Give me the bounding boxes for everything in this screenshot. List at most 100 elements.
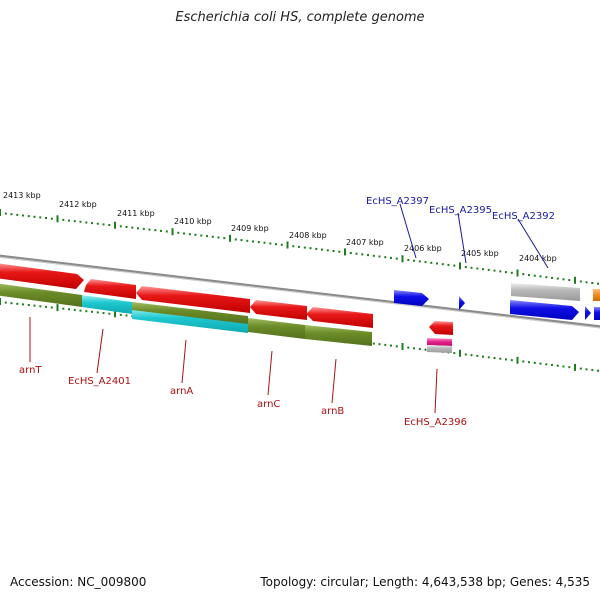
minor-tick bbox=[505, 271, 507, 274]
gene-label[interactable]: EcHS_A2401 bbox=[68, 376, 131, 387]
gene-label[interactable]: arnT bbox=[19, 365, 42, 376]
gene-arrow[interactable] bbox=[459, 296, 465, 310]
minor-tick bbox=[579, 280, 582, 283]
gene-label[interactable]: arnC bbox=[257, 399, 280, 410]
minor-tick bbox=[470, 354, 473, 357]
gene-arrow[interactable] bbox=[429, 321, 453, 335]
gene-arrow[interactable] bbox=[84, 279, 136, 299]
minor-tick bbox=[378, 343, 381, 346]
minor-tick bbox=[493, 269, 496, 272]
minor-tick bbox=[528, 361, 530, 364]
minor-tick bbox=[332, 250, 335, 252]
scale-labels: 2413 kbp 2412 kbp 2411 kbp 2410 kbp 2409… bbox=[3, 191, 557, 263]
minor-tick bbox=[493, 357, 496, 359]
gene-label[interactable]: arnB bbox=[321, 406, 344, 417]
gene-labels: EcHS_A2397 EcHS_A2395 EcHS_A2392 arnT Ec… bbox=[19, 196, 555, 428]
scale-tick-label: 2408 kbp bbox=[289, 231, 327, 240]
minor-tick bbox=[568, 366, 571, 369]
minor-tick bbox=[292, 245, 295, 248]
minor-tick bbox=[252, 240, 254, 243]
minor-tick bbox=[505, 358, 507, 361]
minor-tick bbox=[234, 238, 237, 241]
gene-bar[interactable] bbox=[248, 318, 305, 339]
minor-tick bbox=[125, 226, 128, 228]
scale-tick-label: 2409 kbp bbox=[231, 224, 269, 233]
minor-tick bbox=[211, 235, 214, 238]
scale-tick-label: 2412 kbp bbox=[59, 200, 97, 209]
genome-backbone bbox=[0, 254, 600, 329]
major-tick bbox=[56, 215, 59, 223]
gene-bar[interactable] bbox=[132, 308, 248, 333]
minor-tick bbox=[384, 343, 387, 346]
minor-tick bbox=[390, 344, 392, 347]
minor-tick bbox=[22, 303, 24, 306]
minor-tick bbox=[482, 355, 484, 358]
gene-arrow[interactable] bbox=[136, 286, 250, 313]
gene-bar[interactable] bbox=[427, 338, 452, 346]
minor-tick bbox=[137, 227, 139, 230]
minor-tick bbox=[39, 305, 42, 308]
gene-arrow[interactable] bbox=[0, 263, 84, 289]
minor-tick bbox=[407, 346, 410, 349]
gene-label[interactable]: EcHS_A2395 bbox=[429, 205, 492, 216]
minor-tick bbox=[355, 252, 358, 255]
major-tick bbox=[344, 248, 346, 256]
gene-label[interactable]: EcHS_A2392 bbox=[492, 211, 555, 222]
gene-label[interactable]: EcHS_A2396 bbox=[404, 417, 467, 428]
gene-bar[interactable] bbox=[305, 325, 372, 346]
minor-tick bbox=[533, 361, 536, 364]
minor-tick bbox=[39, 216, 42, 219]
minor-tick bbox=[453, 264, 456, 267]
major-tick bbox=[516, 356, 519, 364]
minor-tick bbox=[257, 241, 260, 244]
gene-bar[interactable] bbox=[593, 289, 600, 301]
minor-tick bbox=[96, 222, 99, 225]
gene-label[interactable]: arnA bbox=[170, 386, 193, 397]
minor-tick bbox=[384, 256, 387, 259]
gene-arrow[interactable] bbox=[394, 290, 429, 306]
minor-tick bbox=[298, 245, 300, 248]
minor-tick bbox=[510, 271, 513, 274]
leader-line bbox=[96, 328, 104, 374]
gene-bar[interactable] bbox=[0, 283, 82, 307]
minor-tick bbox=[16, 213, 19, 216]
gene-arrow[interactable] bbox=[585, 306, 591, 320]
gene-label[interactable]: EcHS_A2397 bbox=[366, 196, 429, 207]
gene-arrow[interactable] bbox=[594, 307, 600, 320]
minor-tick bbox=[487, 268, 490, 271]
gene-bar[interactable] bbox=[82, 295, 132, 314]
leader-line bbox=[267, 350, 273, 396]
minor-tick bbox=[591, 369, 594, 371]
gene-bar[interactable] bbox=[132, 302, 248, 324]
gene-arrow[interactable] bbox=[306, 307, 373, 328]
minor-tick bbox=[27, 304, 30, 306]
scale-tick-label: 2404 kbp bbox=[519, 254, 557, 263]
minor-tick bbox=[217, 236, 220, 239]
minor-tick bbox=[315, 247, 318, 250]
major-tick bbox=[459, 262, 461, 270]
minor-tick bbox=[597, 369, 599, 372]
scale-tick-label: 2405 kbp bbox=[461, 249, 499, 258]
minor-tick bbox=[413, 347, 415, 350]
minor-tick bbox=[45, 305, 47, 308]
genome-backbone-highlight bbox=[0, 256, 600, 329]
gene-bar[interactable] bbox=[511, 283, 580, 301]
minor-tick bbox=[568, 279, 571, 282]
minor-tick bbox=[372, 254, 375, 257]
minor-tick bbox=[73, 308, 76, 311]
minor-tick bbox=[591, 282, 594, 284]
minor-tick bbox=[545, 363, 548, 366]
minor-tick bbox=[585, 281, 588, 284]
minor-tick bbox=[102, 223, 105, 226]
minor-tick bbox=[482, 268, 484, 271]
minor-tick bbox=[579, 367, 582, 370]
minor-tick bbox=[424, 348, 427, 351]
minor-tick bbox=[68, 219, 70, 222]
minor-tick bbox=[326, 249, 329, 252]
minor-tick bbox=[148, 228, 151, 231]
minor-tick bbox=[22, 214, 24, 217]
gene-arrow[interactable] bbox=[250, 300, 307, 320]
gene-arrow[interactable] bbox=[510, 300, 579, 320]
gene-bar[interactable] bbox=[427, 345, 452, 353]
minor-tick bbox=[119, 225, 122, 228]
